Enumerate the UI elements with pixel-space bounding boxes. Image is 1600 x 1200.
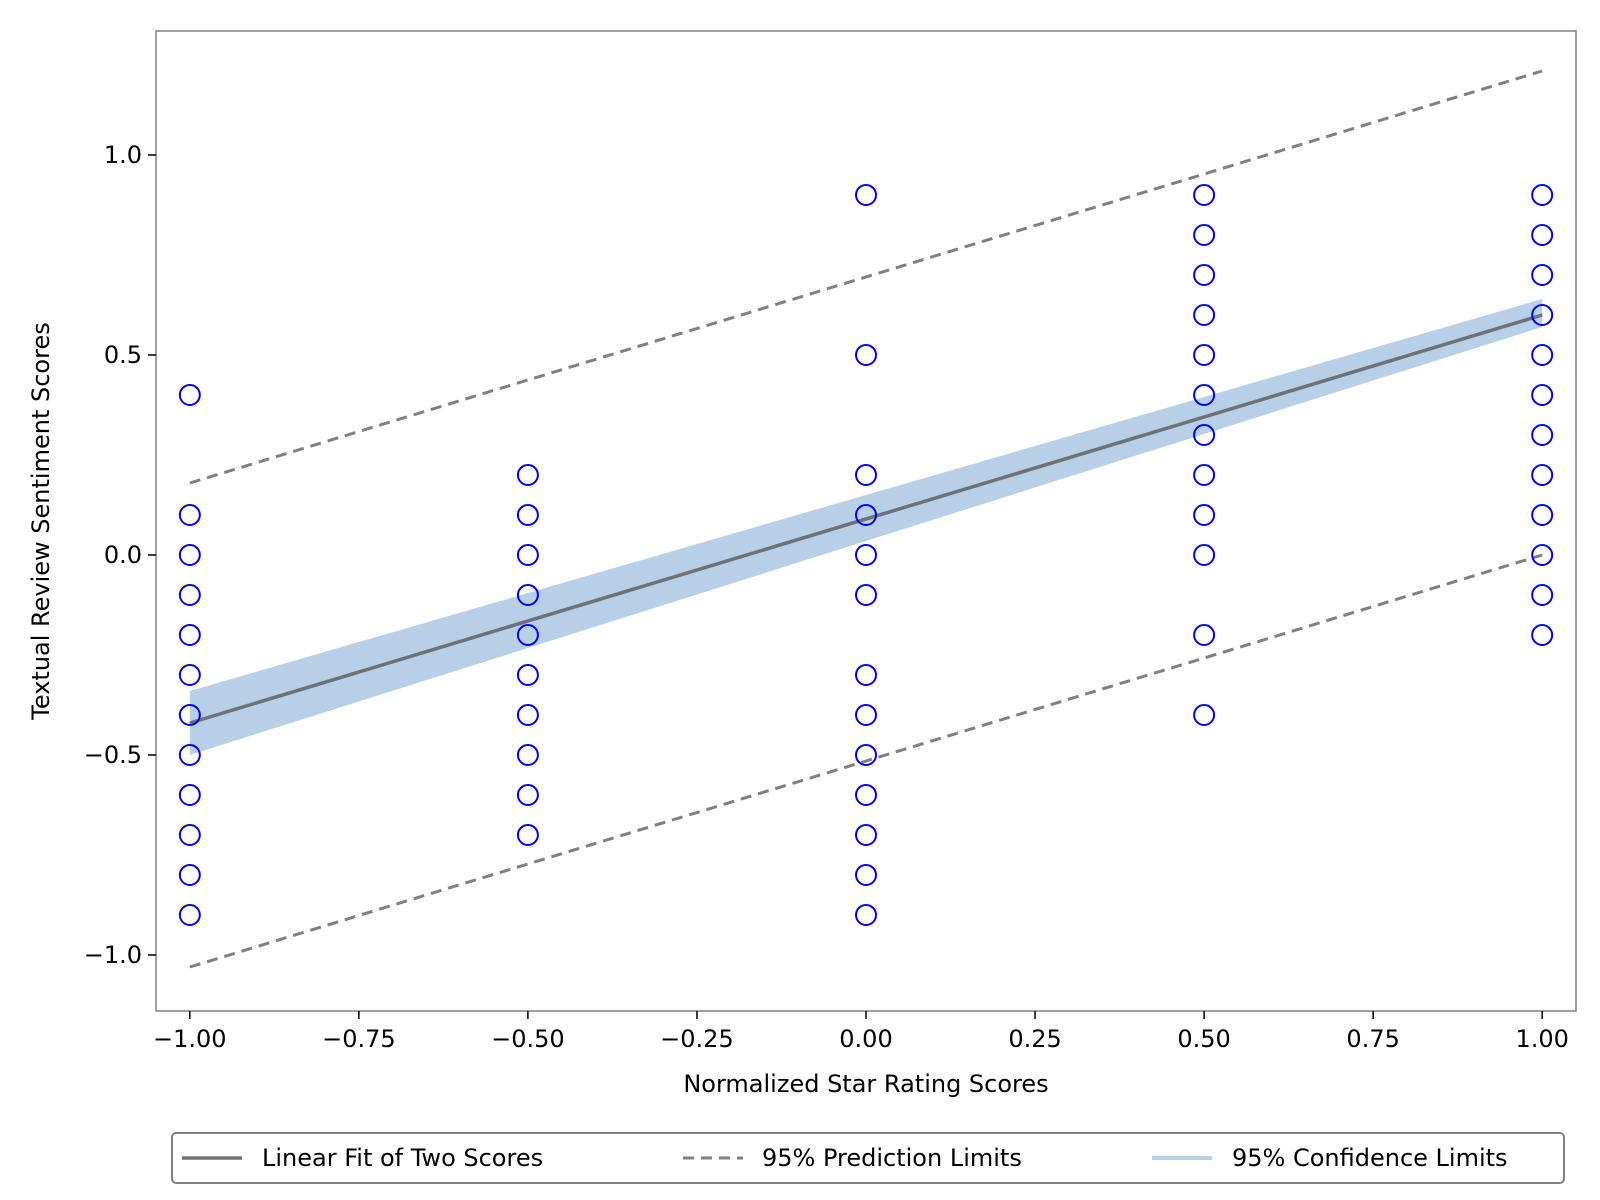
x-tick-label: −0.75 <box>322 1025 396 1053</box>
data-point <box>855 744 877 766</box>
y-tick-label: −1.0 <box>84 941 142 969</box>
data-point <box>178 744 201 766</box>
data-point <box>1531 584 1554 606</box>
data-point <box>178 384 201 406</box>
data-point <box>1531 424 1554 446</box>
data-point <box>1531 184 1554 206</box>
data-point <box>178 824 201 846</box>
data-point <box>855 584 877 606</box>
data-point <box>178 904 201 926</box>
data-point <box>855 504 877 526</box>
data-point <box>1193 424 1216 446</box>
data-point <box>516 664 539 686</box>
data-point <box>516 544 539 566</box>
data-point <box>178 704 201 726</box>
x-tick-label: 0.25 <box>1008 1025 1061 1053</box>
data-point <box>178 584 201 606</box>
data-point <box>1193 264 1216 286</box>
data-point <box>516 584 539 606</box>
data-point <box>1531 504 1554 526</box>
data-point <box>1531 224 1554 246</box>
data-point <box>178 784 201 806</box>
linear-fit-line <box>189 313 1543 725</box>
data-point <box>1531 304 1554 326</box>
data-point <box>1531 384 1554 406</box>
data-point <box>1193 704 1216 726</box>
y-tick-label: −0.5 <box>84 741 142 769</box>
x-tick-label: −0.50 <box>491 1025 565 1053</box>
data-point <box>516 744 539 766</box>
legend-box <box>171 1132 1565 1184</box>
data-point <box>1193 304 1216 326</box>
data-point <box>1531 344 1554 366</box>
data-point <box>1193 224 1216 246</box>
data-point <box>1193 344 1216 366</box>
data-point <box>516 624 539 646</box>
prediction-upper-line <box>189 69 1543 485</box>
x-tick-label: 1.00 <box>1515 1025 1568 1053</box>
x-tick-label: 0.75 <box>1346 1025 1399 1053</box>
legend-label-prediction-limits: 95% Prediction Limits <box>762 1144 1022 1172</box>
data-point <box>516 784 539 806</box>
x-tick-label: 0.00 <box>839 1025 892 1053</box>
data-point <box>516 504 539 526</box>
x-axis-label: Normalized Star Rating Scores <box>683 1070 1048 1098</box>
legend: Linear Fit of Two Scores 95% Prediction … <box>171 1132 1565 1184</box>
data-point <box>1193 184 1216 206</box>
y-tick-label: 1.0 <box>104 141 142 169</box>
data-point <box>1193 504 1216 526</box>
data-point <box>178 504 201 526</box>
data-point <box>516 824 539 846</box>
data-point <box>1531 544 1554 566</box>
data-point <box>178 864 201 886</box>
data-point <box>516 464 539 486</box>
data-point <box>855 864 877 886</box>
data-point <box>1193 624 1216 646</box>
data-point <box>1193 464 1216 486</box>
x-tick-label: 0.50 <box>1177 1025 1230 1053</box>
data-point <box>516 704 539 726</box>
data-point <box>855 184 877 206</box>
legend-label-linear-fit: Linear Fit of Two Scores <box>262 1144 543 1172</box>
legend-label-confidence-limits: 95% Confidence Limits <box>1232 1144 1508 1172</box>
data-point <box>855 904 877 926</box>
y-axis-label: Textual Review Sentiment Scores <box>27 322 55 720</box>
data-point <box>855 784 877 806</box>
data-point <box>1193 544 1216 566</box>
data-point <box>1531 464 1554 486</box>
x-tick-label: −1.00 <box>153 1025 227 1053</box>
data-point <box>855 664 877 686</box>
y-tick-label: 0.0 <box>104 541 142 569</box>
y-tick-label: 0.5 <box>104 341 142 369</box>
data-point <box>855 704 877 726</box>
data-point <box>1531 264 1554 286</box>
data-point <box>855 544 877 566</box>
data-point <box>1193 384 1216 406</box>
data-point <box>855 824 877 846</box>
data-point <box>178 544 201 566</box>
data-point <box>855 464 877 486</box>
prediction-lower-line <box>189 553 1543 969</box>
confidence-band <box>189 299 1543 755</box>
data-point <box>178 664 201 686</box>
data-point <box>178 624 201 646</box>
x-tick-label: −0.25 <box>660 1025 734 1053</box>
data-point <box>1531 624 1554 646</box>
data-point <box>855 344 877 366</box>
